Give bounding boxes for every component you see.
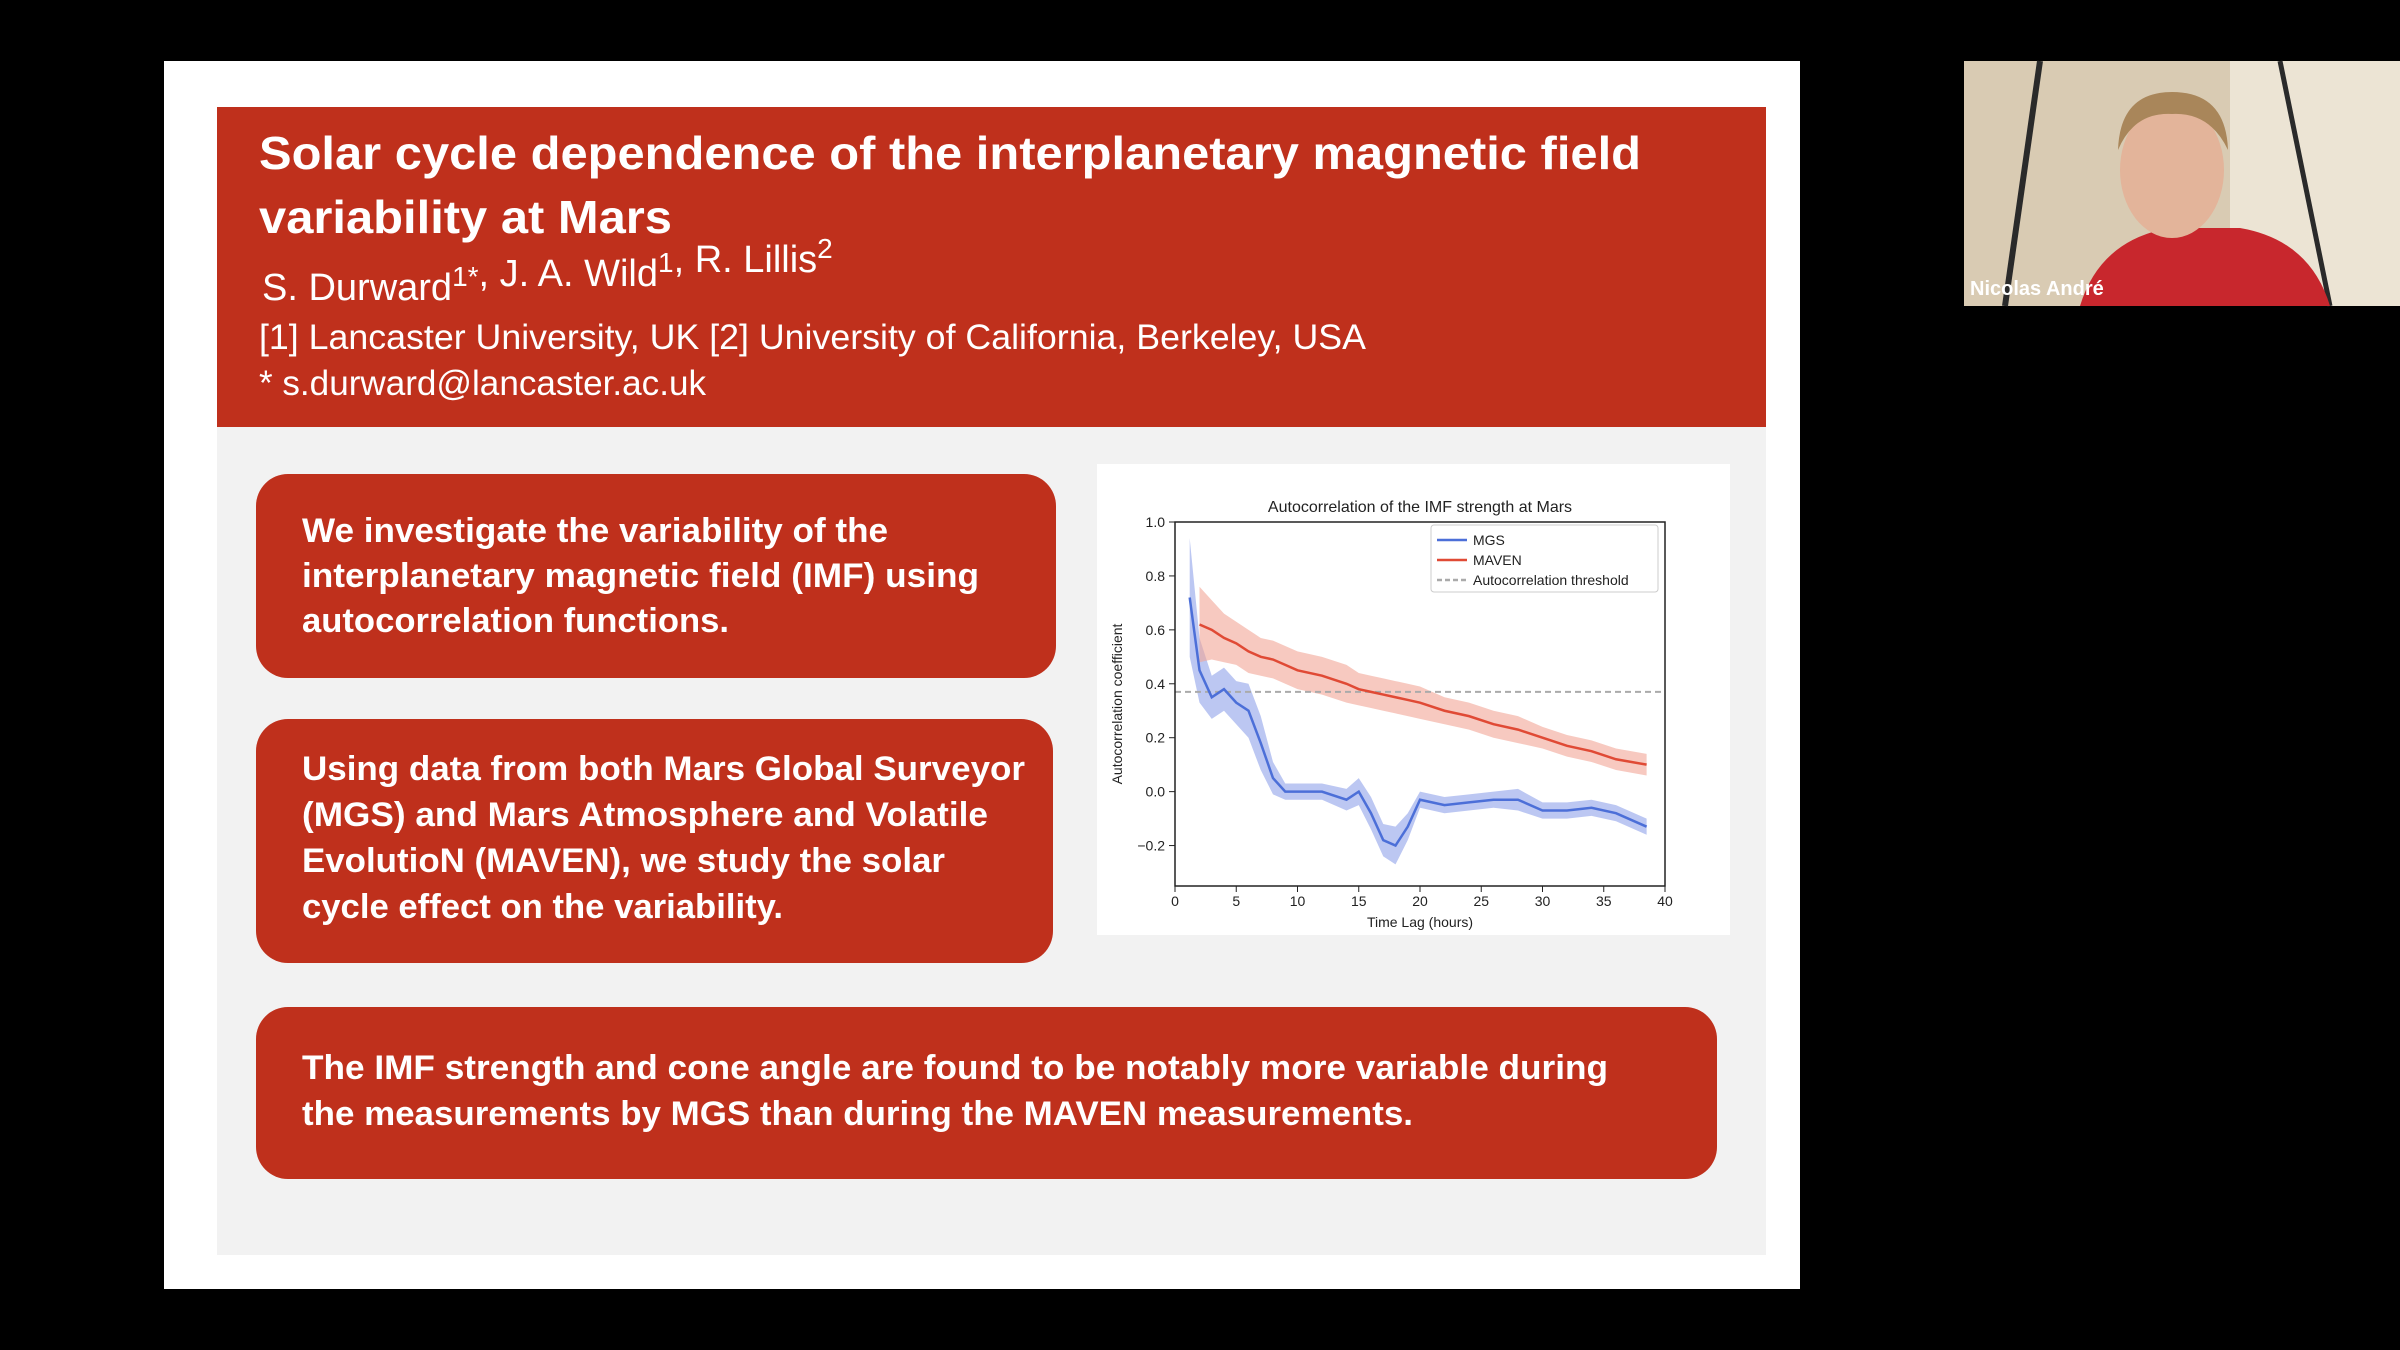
y-tick-label: 0.4 [1146, 676, 1166, 692]
x-tick-label: 35 [1596, 893, 1612, 909]
text-box [256, 719, 1053, 963]
box-text: (MGS) and Mars Atmosphere and Volatile [302, 796, 988, 834]
box-text: autocorrelation functions. [302, 602, 729, 640]
y-tick-label: −0.2 [1137, 838, 1165, 854]
x-tick-label: 20 [1412, 893, 1428, 909]
plot-frame [1174, 521, 1666, 887]
hair [2118, 92, 2228, 150]
y-tick-label: 0.8 [1146, 568, 1166, 584]
slide-header [217, 107, 1766, 427]
box-text: The IMF strength and cone angle are foun… [302, 1049, 1608, 1087]
legend-box [1430, 524, 1659, 593]
face [2120, 102, 2224, 238]
plot [1175, 538, 1665, 865]
webcam: Nicolas André [1964, 60, 2400, 307]
affiliations: [1] Lancaster University, UK [2] Univers… [259, 318, 1367, 357]
error-band [1199, 586, 1647, 776]
box-text: EvolutioN (MAVEN), we study the solar [302, 842, 945, 880]
y-tick-label: 1.0 [1146, 514, 1166, 530]
series-line [1198, 623, 1647, 766]
email: * s.durward@lancaster.ac.uk [259, 364, 706, 403]
authors: S. Durward1*, J. A. Wild1, R. Lillis2 [262, 233, 833, 309]
x-tick-label: 0 [1171, 893, 1179, 909]
x-tick-label: 5 [1232, 893, 1240, 909]
slide-title: Solar cycle dependence of the interplane… [259, 127, 1641, 179]
x-tick-label: 15 [1351, 893, 1367, 909]
author-name: , R. Lillis [674, 239, 818, 281]
legend-label: MAVEN [1473, 552, 1522, 568]
slide-title: variability at Mars [259, 191, 672, 243]
box-text: the measurements by MGS than during the … [302, 1095, 1413, 1133]
y-axis-label: Autocorrelation coefficient [1109, 623, 1125, 784]
y-tick-label: 0.2 [1146, 730, 1166, 746]
x-tick-label: 25 [1473, 893, 1489, 909]
text-box [256, 1007, 1717, 1179]
author-sup: 1* [452, 261, 479, 292]
x-tick-label: 10 [1290, 893, 1306, 909]
shirt [2080, 228, 2330, 306]
legend-label: Autocorrelation threshold [1473, 572, 1629, 588]
participant-name: Nicolas André [1970, 278, 2104, 300]
y-tick-label: 0.6 [1146, 622, 1166, 638]
legend-label: MGS [1473, 532, 1505, 548]
author-sup: 2 [817, 233, 833, 264]
y-tick-label: 0.0 [1146, 784, 1166, 800]
x-tick-label: 40 [1657, 893, 1673, 909]
box-text: interplanetary magnetic field (IMF) usin… [302, 557, 979, 595]
author-name: S. Durward [262, 267, 452, 309]
author-name: , J. A. Wild [479, 253, 658, 295]
series-line [1188, 597, 1648, 848]
frame-line [2277, 60, 2333, 307]
box-text: cycle effect on the variability. [302, 888, 783, 926]
text-box [256, 474, 1056, 678]
chart-title: Autocorrelation of the IMF strength at M… [1268, 499, 1572, 516]
frame-line [2002, 60, 2043, 307]
x-axis-label: Time Lag (hours) [1367, 914, 1473, 930]
error-band [1189, 538, 1647, 865]
box-text: We investigate the variability of the [302, 512, 888, 550]
box-text: Using data from both Mars Global Surveyo… [302, 750, 1025, 788]
x-tick-label: 30 [1535, 893, 1551, 909]
author-sup: 1 [658, 247, 674, 278]
